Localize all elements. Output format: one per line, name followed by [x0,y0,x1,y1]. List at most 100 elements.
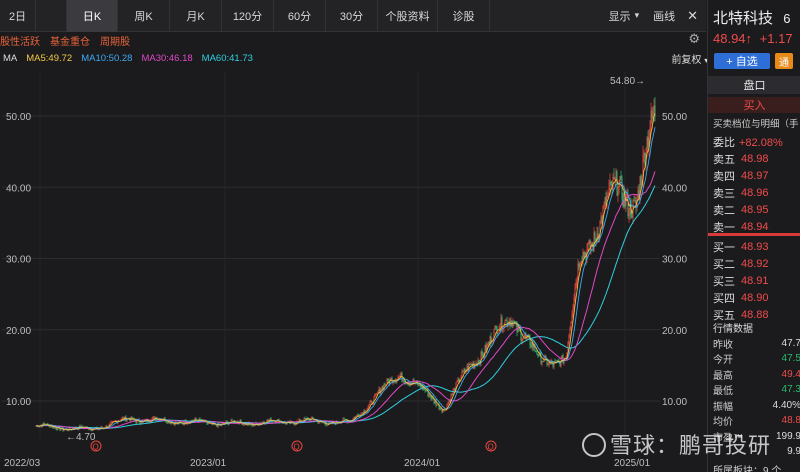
ask-level-5[interactable]: 卖五 48.98 [713,150,800,167]
candle-body [519,330,521,332]
ask-level-3-price: 48.96 [741,186,769,199]
ask-level-1[interactable]: 卖一 48.94 [713,218,800,235]
bid-level-5[interactable]: 买五 48.88 [713,306,800,323]
bid-level-1[interactable]: 买一 48.93 [713,238,800,255]
tag-active[interactable]: 股性活跃 [0,37,40,48]
candle-body [343,418,345,420]
candle-body [540,354,542,364]
stat-value: 47.7 [781,337,800,349]
display-label: 显示 [608,10,631,23]
ask-level-2[interactable]: 卖二 48.95 [713,201,800,218]
candle-body [91,430,93,432]
candle-body [342,418,344,422]
stat-row: 9.9 [713,445,800,459]
candle-body [397,376,399,380]
stat-row: 振幅 4.40% [713,398,800,413]
candle-body [554,361,556,363]
candle-body [446,404,448,410]
bid-level-3-price: 48.91 [741,274,769,287]
period-120min-button[interactable]: 120分 [222,0,274,32]
candle-body [258,425,260,426]
candle-body [616,171,618,196]
candle-body [520,330,522,341]
ask-level-4-price: 48.97 [741,169,769,182]
candle-body [166,421,168,423]
candle-body [173,422,175,426]
candle-body [377,392,379,394]
period-2day-button[interactable]: 2日 [0,0,36,32]
candle-body [383,384,385,390]
bid-level-2-label: 买二 [713,258,735,271]
candle-body [603,204,605,207]
candle-body [35,425,37,427]
close-icon[interactable]: ✕ [687,7,698,23]
candle-body [441,409,443,413]
candle-body [626,193,628,199]
kline-chart[interactable]: 10.00 10.00 20.00 20.00 30.00 30.00 40.00 40.00… [0,68,706,472]
stock-diagnosis-button[interactable]: 诊股 [438,0,490,32]
candle-body [410,383,412,386]
candle-body [322,422,324,424]
candle-body [577,263,579,281]
candle-body [223,422,225,424]
candle-body [487,342,489,344]
candle-body [110,421,112,424]
candle-body [654,105,656,117]
settings-gear-icon[interactable]: ⚙ [688,31,700,46]
bid-level-4-label: 买四 [713,292,735,305]
price-change: +1.17 [759,31,793,46]
candle-body [63,429,65,431]
tag-cyclical[interactable]: 周期股 [100,37,130,48]
candle-body [307,418,309,421]
ask-level-2-label: 卖二 [713,204,735,217]
candle-body [399,375,401,377]
tong-badge[interactable]: 通 [775,53,793,69]
candle-body [435,400,437,406]
tab-orderbook[interactable]: 盘口 [708,76,800,94]
candle-body [418,383,420,386]
tag-fund-heavy[interactable]: 基金重仓 [50,37,90,48]
candle-body [303,417,305,422]
candle-body [568,335,570,343]
candle-body [352,418,354,421]
candle-body [491,340,493,344]
candle-body [499,327,501,330]
candle-body [405,383,407,385]
candle-body [470,364,472,366]
ma10-line [35,127,656,431]
candle-body [367,407,369,410]
period-monthly-k-button[interactable]: 月K [170,0,222,32]
candle-body [593,232,595,252]
watermark: 雪球：鹏哥投研 [582,428,771,460]
candle-body [637,190,639,201]
period-daily-k-button[interactable]: 日K [66,0,118,32]
candle-body [580,260,582,264]
bid-level-1-label: 买一 [713,241,735,254]
candle-body [448,400,450,404]
candle-body [285,422,287,425]
candle-body [628,214,630,216]
candle-body [584,252,586,257]
bid-level-4[interactable]: 买四 48.90 [713,289,800,306]
stock-profile-button[interactable]: 个股资料 [378,0,438,32]
candle-body [521,340,523,342]
candle-body [369,401,371,405]
candle-body [463,368,465,372]
bid-level-3[interactable]: 买三 48.91 [713,272,800,289]
candle-body [318,422,320,423]
ask-level-3[interactable]: 卖三 48.96 [713,184,800,201]
candle-body [596,233,598,242]
period-weekly-k-button[interactable]: 周K [118,0,170,32]
ask-level-4[interactable]: 卖四 48.97 [713,167,800,184]
draw-line-button[interactable]: 画线 [653,10,676,23]
add-watchlist-button[interactable]: + 自选 [714,53,770,69]
bid-level-2[interactable]: 买二 48.92 [713,255,800,272]
candle-body [617,193,619,196]
candle-body [653,105,655,117]
period-30min-button[interactable]: 30分 [326,0,378,32]
period-60min-button[interactable]: 60分 [274,0,326,32]
display-dropdown[interactable]: 显示 ▾ [609,0,640,32]
candle-body [438,404,440,410]
adjust-dropdown[interactable]: 前复权 ▾ [671,51,708,66]
buy-button[interactable]: 买入 [708,97,800,113]
